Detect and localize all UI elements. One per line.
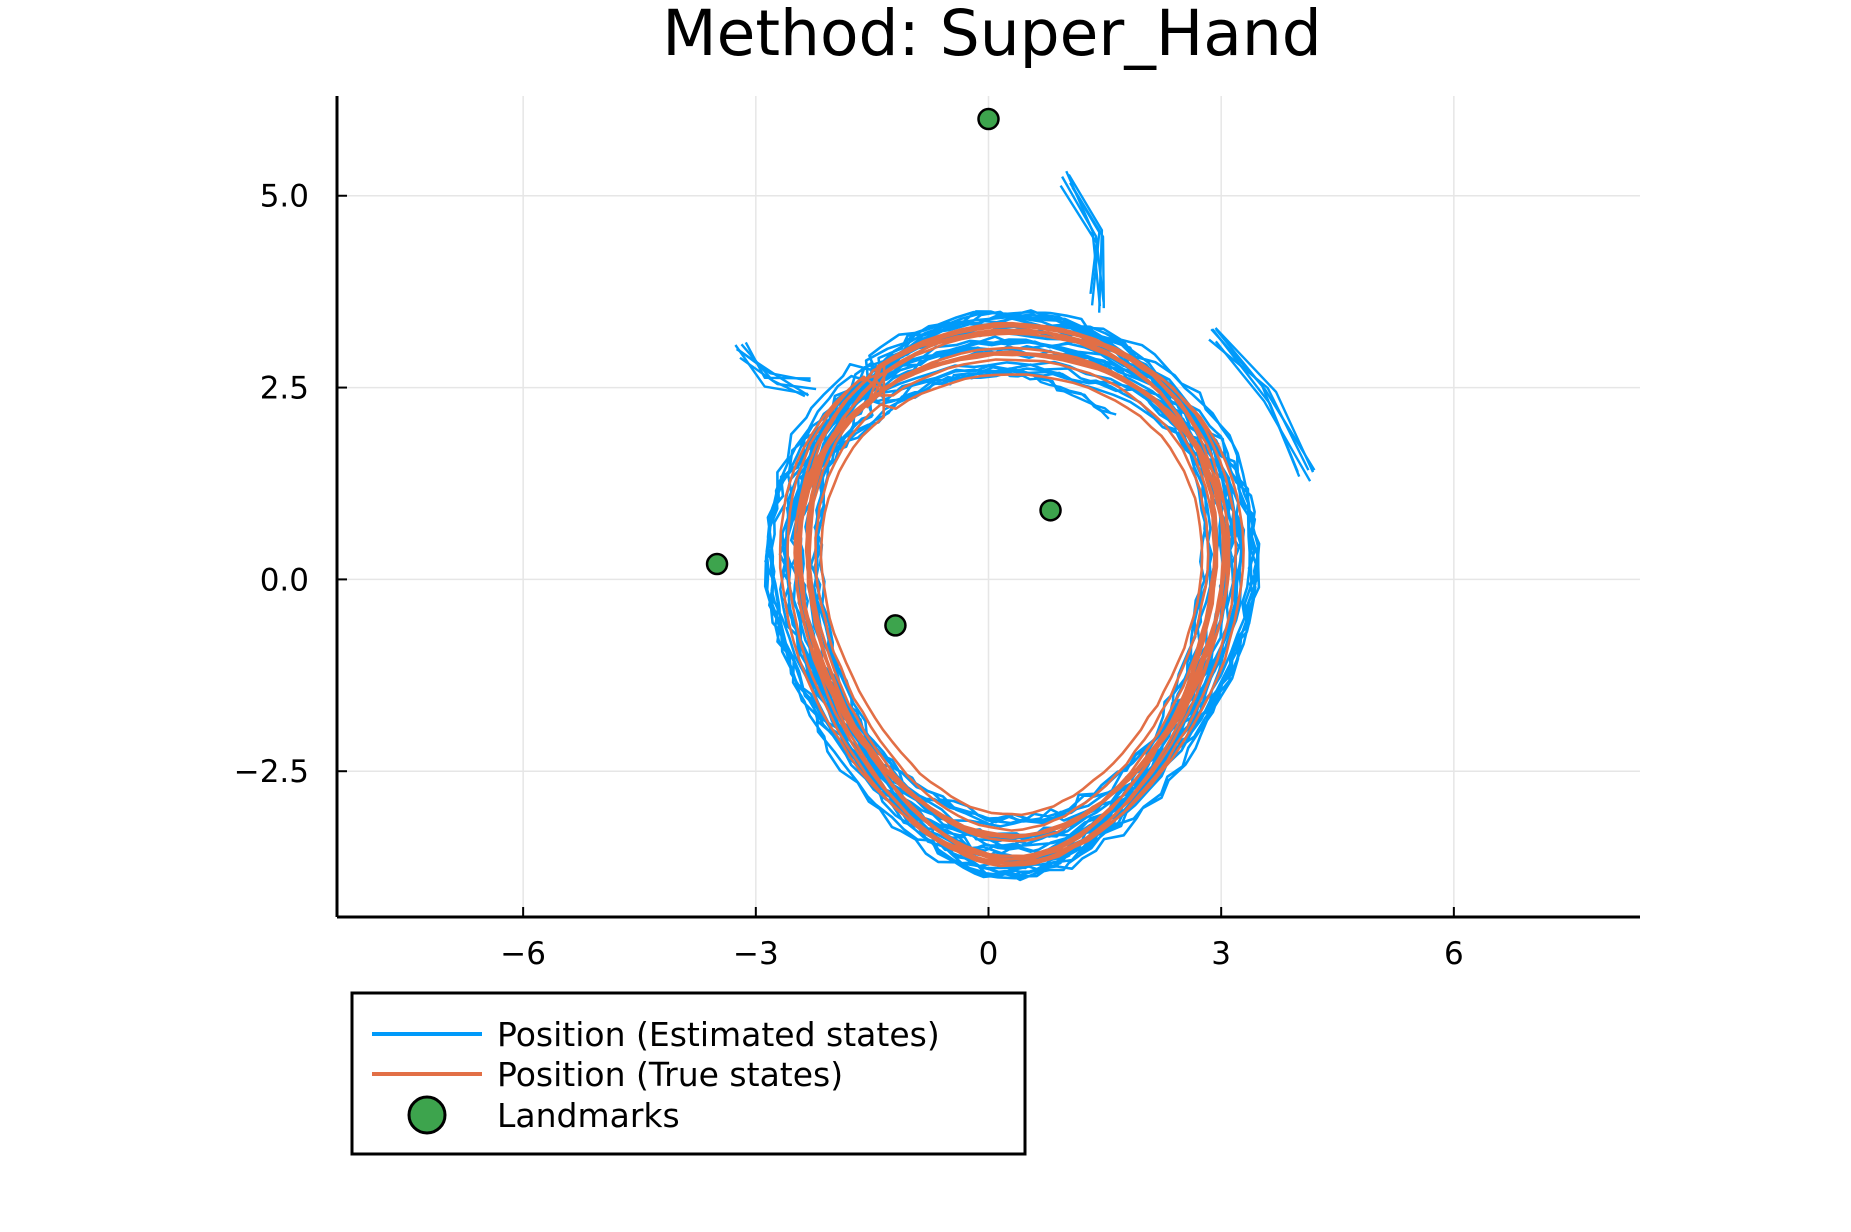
y-tick-label: 0.0	[260, 562, 309, 598]
x-tick-label: 6	[1444, 936, 1464, 972]
estimated-trajectory	[763, 309, 1261, 882]
chart-title: Method: Super_Hand	[662, 0, 1322, 70]
estimated-trajectory-tail	[1069, 182, 1105, 309]
x-tick-label: −6	[500, 936, 546, 972]
estimated-trajectory-tail	[1214, 340, 1312, 482]
estimated-trajectory-arc	[799, 368, 1110, 481]
landmark-point	[884, 614, 907, 637]
estimated-trajectory-tail	[734, 344, 809, 396]
plot-area	[705, 107, 1316, 882]
estimated-trajectory-tail	[744, 341, 811, 380]
y-ticks: −2.5 0.0 2.5 5.0	[234, 179, 347, 790]
y-tick-label: 5.0	[260, 179, 309, 215]
landmark-point	[1039, 499, 1062, 522]
grid-lines	[337, 96, 1640, 917]
x-ticks: −6 −3 0 3 6	[500, 907, 1464, 972]
x-tick-label: 3	[1211, 936, 1231, 972]
legend-label-landmarks: Landmarks	[497, 1096, 680, 1135]
estimated-trajectory-tail	[1215, 328, 1316, 471]
x-tick-label: −3	[733, 936, 779, 972]
estimated-trajectory-tail	[1208, 338, 1310, 471]
x-tick-label: 0	[979, 936, 999, 972]
estimated-trajectory-tail	[1210, 328, 1301, 478]
series-landmarks	[705, 107, 1062, 637]
y-tick-label: −2.5	[234, 754, 309, 790]
estimated-trajectory-tail	[1067, 173, 1104, 313]
legend-swatch-landmarks	[407, 1095, 447, 1135]
legend-label-true: Position (True states)	[497, 1055, 843, 1094]
landmark-point	[705, 552, 729, 576]
series-estimated-states	[734, 170, 1316, 882]
y-tick-label: 2.5	[260, 371, 309, 407]
legend: Position (Estimated states) Position (Tr…	[350, 991, 1027, 1156]
landmark-point	[977, 107, 1000, 131]
true-trajectory	[778, 321, 1245, 868]
estimated-trajectory-tail	[1214, 327, 1315, 473]
estimated-trajectory-tail	[1059, 184, 1098, 295]
legend-label-estimated: Position (Estimated states)	[497, 1015, 940, 1054]
series-true-states	[778, 321, 1245, 868]
